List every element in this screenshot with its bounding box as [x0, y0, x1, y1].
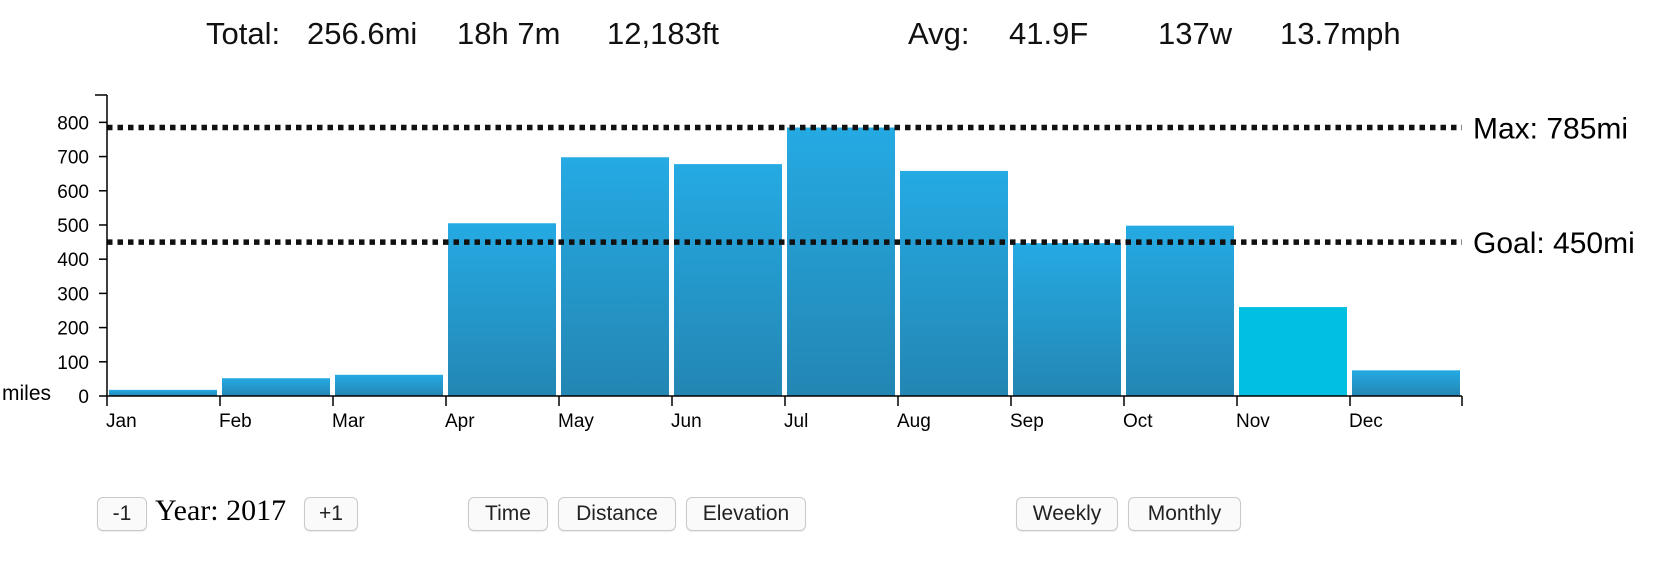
- bar-jul: [787, 127, 895, 396]
- x-tick-label-mar: Mar: [332, 411, 365, 432]
- year-display: Year: 2017: [155, 494, 287, 527]
- monthly-distance-chart: Max: 785mi Goal: 450mi miles Jan Feb Mar Apr…: [2, 94, 1635, 432]
- x-tick-label-dec: Dec: [1349, 411, 1383, 432]
- bar-jun: [674, 164, 782, 396]
- y-tick-label-300: 300: [57, 284, 89, 305]
- bar-dec: [1352, 370, 1460, 396]
- bar-apr: [448, 223, 556, 396]
- period-monthly-button[interactable]: Monthly: [1128, 497, 1241, 531]
- y-tick-label-400: 400: [57, 250, 89, 271]
- bar-jan: [109, 389, 217, 396]
- y-tick-label-800: 800: [57, 113, 89, 134]
- bars: [109, 127, 1460, 396]
- y-tick-label-100: 100: [57, 353, 89, 374]
- y-tick-label-600: 600: [57, 182, 89, 203]
- axes: miles Jan Feb Mar Apr May Jun Jul Aug Sep Oct Nov D…: [2, 94, 1463, 432]
- total-time: 18h 7m: [457, 16, 561, 51]
- y-tick-label-500: 500: [57, 216, 89, 237]
- summary-stats: Total: 256.6mi 18h 7m 12,183ft Avg: 41.9…: [0, 12, 1662, 56]
- prev-year-button[interactable]: -1: [97, 497, 147, 531]
- bar-feb: [222, 378, 330, 396]
- total-distance: 256.6mi: [307, 16, 418, 51]
- avg-power: 137w: [1158, 16, 1233, 51]
- bar-mar: [335, 374, 443, 396]
- bar-aug: [900, 170, 1008, 396]
- bar-oct: [1126, 225, 1234, 396]
- reference-label-0: Max: 785mi: [1473, 112, 1628, 145]
- x-tick-label-sep: Sep: [1010, 411, 1044, 432]
- x-tick-label-apr: Apr: [445, 411, 475, 432]
- x-tick-label-nov: Nov: [1236, 411, 1270, 432]
- metric-distance-button[interactable]: Distance: [558, 497, 676, 531]
- reference-label-1: Goal: 450mi: [1473, 227, 1635, 260]
- x-tick-label-jul: Jul: [784, 411, 808, 432]
- bar-sep: [1013, 243, 1121, 396]
- next-year-button[interactable]: +1: [304, 497, 358, 531]
- x-tick-label-jun: Jun: [671, 411, 702, 432]
- x-tick-label-oct: Oct: [1123, 411, 1153, 432]
- x-tick-label-may: May: [558, 411, 594, 432]
- y-tick-label-700: 700: [57, 148, 89, 169]
- avg-label: Avg:: [908, 16, 970, 51]
- x-tick-label-aug: Aug: [897, 411, 931, 432]
- chart-controls: -1 Year: 2017 +1 Time Distance Elevation…: [0, 494, 1662, 537]
- y-axis-unit-label: miles: [2, 382, 51, 405]
- period-weekly-button[interactable]: Weekly: [1016, 497, 1118, 531]
- metric-time-button[interactable]: Time: [468, 497, 548, 531]
- avg-temperature: 41.9F: [1009, 16, 1089, 51]
- metric-elevation-button[interactable]: Elevation: [686, 497, 806, 531]
- y-tick-label-200: 200: [57, 319, 89, 340]
- x-tick-label-jan: Jan: [106, 411, 137, 432]
- bar-nov: [1239, 307, 1347, 396]
- y-tick-label-0: 0: [78, 387, 89, 408]
- x-tick-label-feb: Feb: [219, 411, 252, 432]
- avg-speed: 13.7mph: [1280, 16, 1401, 51]
- total-elevation: 12,183ft: [607, 16, 720, 51]
- bar-may: [561, 157, 669, 396]
- reference-lines: Max: 785mi Goal: 450mi: [107, 112, 1635, 260]
- total-label: Total:: [206, 16, 281, 51]
